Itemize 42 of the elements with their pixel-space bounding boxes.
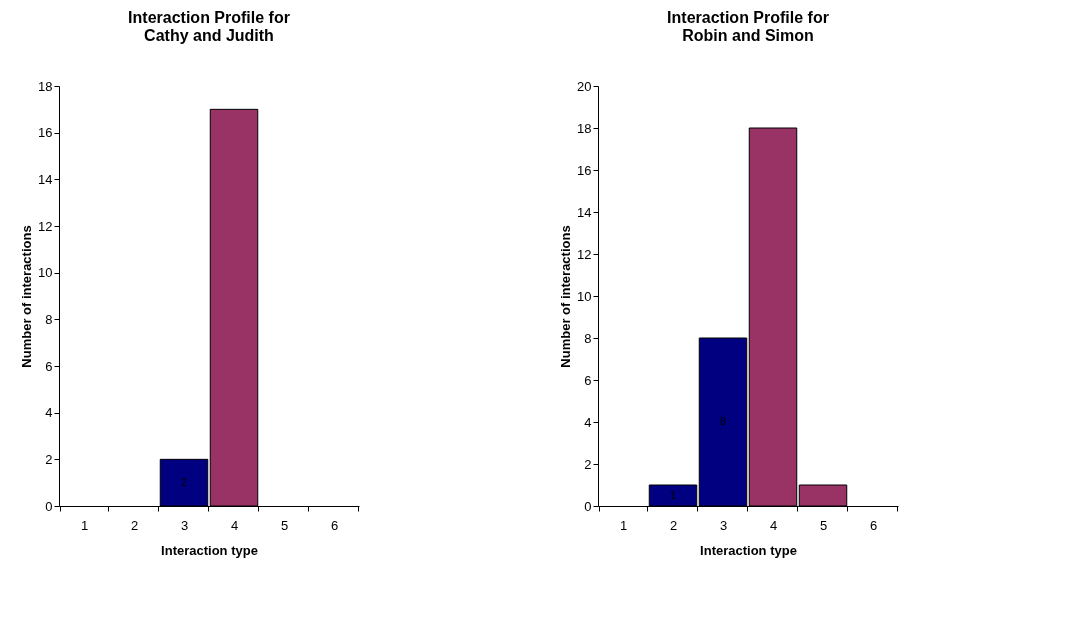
y-axis-title: Number of interactions [19,225,35,368]
x-axis-title: Interaction type [161,542,258,558]
x-tick-label: 2 [130,517,139,533]
x-axis-title: Interaction type [700,542,797,558]
y-tick-label: 8 [584,330,592,346]
y-tick-label: 10 [577,288,592,304]
x-tick-label: 1 [619,517,628,533]
x-tick-label: 2 [669,517,678,533]
y-tick-label: 2 [584,456,592,472]
x-tick-label: 1 [80,517,89,533]
y-tick-label: 0 [45,498,53,514]
y-tick-label: 20 [577,78,592,94]
y-tick-label: 2 [45,451,53,467]
x-tick-label: 5 [819,517,828,533]
x-tick-label: 5 [280,517,289,533]
chart-title: Interaction Profile for Cathy and Judith [128,9,290,44]
y-tick-label: 6 [584,372,592,388]
chart-title: Interaction Profile for Robin and Simon [667,9,829,44]
y-tick-label: 12 [577,246,592,262]
y-tick-label: 4 [45,405,53,421]
data-label: 8 [719,415,727,427]
x-tick-label: 3 [180,517,189,533]
y-tick-label: 8 [45,311,53,327]
y-tick-label: 16 [38,125,53,141]
x-tick-label: 6 [330,517,339,533]
y-tick-label: 16 [577,162,592,178]
x-tick-label: 4 [769,517,778,533]
y-tick-label: 12 [38,218,53,234]
y-axis-title: Number of interactions [558,225,574,368]
y-tick-label: 14 [577,204,592,220]
y-tick-label: 4 [584,414,592,430]
x-tick-label: 6 [869,517,878,533]
y-tick-label: 14 [38,171,53,187]
x-tick-label: 4 [230,517,239,533]
data-label: 1 [669,488,677,501]
y-tick-label: 18 [577,120,592,136]
y-tick-label: 0 [584,498,592,514]
y-tick-label: 18 [38,78,53,94]
y-tick-label: 10 [38,265,53,281]
y-tick-label: 6 [45,358,53,374]
data-label: 2 [180,475,188,488]
x-tick-label: 3 [719,517,728,533]
